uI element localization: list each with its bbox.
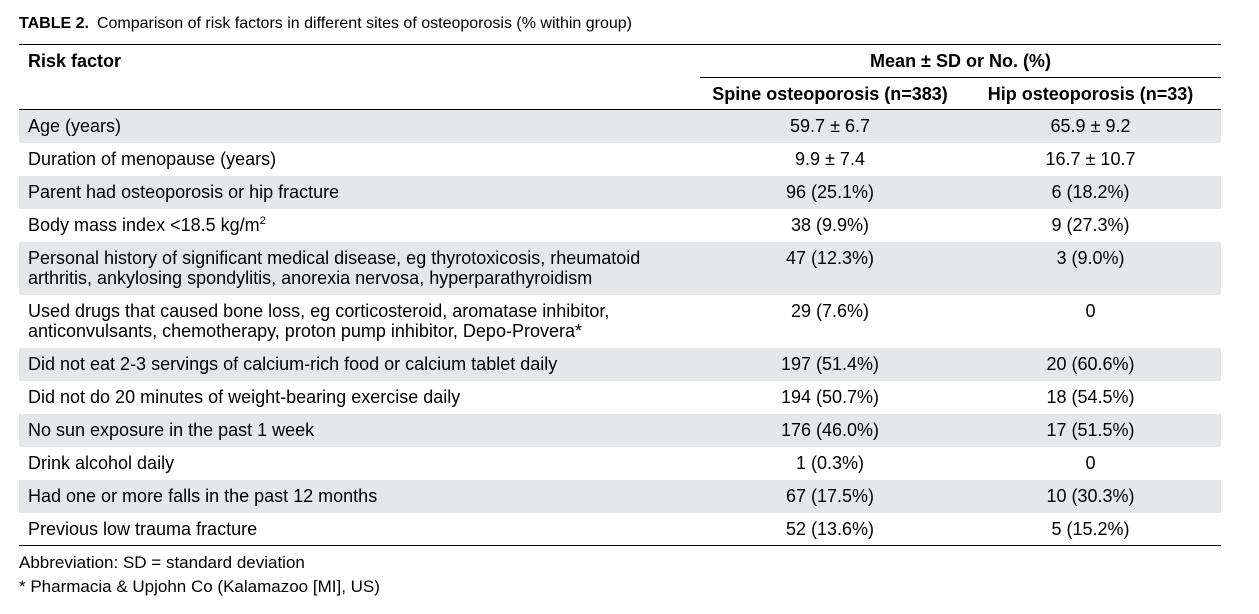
header-risk-factor: Risk factor bbox=[28, 51, 122, 71]
hip-value-cell: 20 (60.6%) bbox=[960, 348, 1221, 381]
risk-factor-cell: Body mass index <18.5 kg/m2 bbox=[19, 209, 700, 242]
spine-value-cell: 194 (50.7%) bbox=[780, 387, 880, 407]
table-row: Duration of menopause (years) 9.9 ± 7.4 … bbox=[19, 143, 1221, 176]
hip-value-cell: 65.9 ± 9.2 bbox=[960, 110, 1221, 143]
table-row: Had one or more falls in the past 12 mon… bbox=[19, 480, 1221, 513]
spine-value-cell: 52 (13.6%) bbox=[785, 519, 875, 539]
table-row: Body mass index <18.5 kg/m2 38 (9.9%) 9 … bbox=[19, 209, 1221, 242]
spine-value-cell: 67 (17.5%) bbox=[700, 480, 960, 513]
superscript-exponent: 2 bbox=[259, 215, 266, 227]
table-row: Did not eat 2-3 servings of calcium-rich… bbox=[19, 348, 1221, 381]
table-caption: TABLE 2. Comparison of risk factors in di… bbox=[19, 15, 632, 33]
table-row: Did not do 20 minutes of weight-bearing … bbox=[19, 381, 1221, 414]
risk-factor-cell: Personal history of significant medical … bbox=[19, 242, 700, 295]
table-label: TABLE 2. bbox=[19, 15, 89, 32]
risk-factor-cell: Drink alcohol daily bbox=[28, 453, 175, 473]
spanning-rule bbox=[700, 77, 1221, 78]
risk-factor-cell: Previous low trauma fracture bbox=[28, 519, 258, 539]
risk-factor-cell: Parent had osteoporosis or hip fracture bbox=[19, 176, 700, 209]
spine-value-cell: 197 (51.4%) bbox=[700, 348, 960, 381]
risk-factor-cell: Did not eat 2-3 servings of calcium-rich… bbox=[19, 348, 700, 381]
abbreviation-footnote: Abbreviation: SD = standard deviation bbox=[19, 553, 305, 572]
risk-factor-cell: No sun exposure in the past 1 week bbox=[19, 414, 700, 447]
hip-value-cell: 6 (18.2%) bbox=[960, 176, 1221, 209]
spine-value-cell: 96 (25.1%) bbox=[700, 176, 960, 209]
table-row: Used drugs that caused bone loss, eg cor… bbox=[19, 295, 1221, 348]
hip-value-cell: 17 (51.5%) bbox=[960, 414, 1221, 447]
spine-value-cell: 9.9 ± 7.4 bbox=[795, 149, 865, 169]
hip-value-cell: 0 bbox=[1085, 453, 1096, 473]
bottom-rule bbox=[19, 545, 1221, 546]
table-row: Parent had osteoporosis or hip fracture … bbox=[19, 176, 1221, 209]
table-row: Age (years) 59.7 ± 6.7 65.9 ± 9.2 bbox=[19, 110, 1221, 143]
risk-factor-cell: Duration of menopause (years) bbox=[28, 149, 277, 169]
hip-value-cell: 16.7 ± 10.7 bbox=[1045, 149, 1136, 169]
risk-factor-line-2: anticonvulsants, chemotherapy, proton pu… bbox=[28, 321, 582, 341]
asterisk-footnote: * Pharmacia & Upjohn Co (Kalamazoo [MI],… bbox=[19, 577, 380, 596]
risk-factor-cell: Had one or more falls in the past 12 mon… bbox=[19, 480, 700, 513]
table-row: Previous low trauma fracture 52 (13.6%) … bbox=[19, 513, 1221, 546]
risk-factor-line-1: Used drugs that caused bone loss, eg cor… bbox=[28, 301, 610, 321]
table-row: Drink alcohol daily 1 (0.3%) 0 bbox=[19, 447, 1221, 480]
risk-factor-cell: Age (years) bbox=[19, 110, 700, 143]
hip-value-cell: 18 (54.5%) bbox=[1046, 387, 1135, 407]
hip-value-cell: 0 bbox=[1085, 301, 1096, 321]
spine-value-cell: 47 (12.3%) bbox=[700, 242, 960, 295]
header-hip: Hip osteoporosis (n=33) bbox=[987, 84, 1194, 104]
table-row: Personal history of significant medical … bbox=[19, 242, 1221, 295]
hip-value-cell: 9 (27.3%) bbox=[1051, 215, 1130, 235]
top-rule bbox=[19, 44, 1221, 45]
risk-factor-text: Body mass index <18.5 kg/m bbox=[28, 215, 260, 235]
risk-factor-cell: Used drugs that caused bone loss, eg cor… bbox=[19, 295, 700, 348]
risk-factor-line-2: arthritis, ankylosing spondylitis, anore… bbox=[28, 268, 593, 288]
risk-factor-line-1: Personal history of significant medical … bbox=[28, 248, 641, 268]
table-title: Comparison of risk factors in different … bbox=[96, 15, 632, 32]
header-spine: Spine osteoporosis (n=383) bbox=[712, 84, 948, 104]
header-spanning: Mean ± SD or No. (%) bbox=[870, 51, 1051, 71]
spine-value-cell: 176 (46.0%) bbox=[700, 414, 960, 447]
hip-value-cell: 3 (9.0%) bbox=[960, 242, 1221, 295]
risk-factor-cell: Did not do 20 minutes of weight-bearing … bbox=[28, 387, 461, 407]
header-rule bbox=[19, 109, 1221, 110]
spine-value-cell: 1 (0.3%) bbox=[795, 453, 865, 473]
table-row: No sun exposure in the past 1 week 176 (… bbox=[19, 414, 1221, 447]
spine-value-cell: 59.7 ± 6.7 bbox=[700, 110, 960, 143]
hip-value-cell: 10 (30.3%) bbox=[960, 480, 1221, 513]
spine-value-cell: 38 (9.9%) bbox=[790, 215, 870, 235]
spine-value-cell: 29 (7.6%) bbox=[790, 301, 870, 321]
risk-factor-table: Age (years) 59.7 ± 6.7 65.9 ± 9.2 Durati… bbox=[19, 110, 1221, 546]
hip-value-cell: 5 (15.2%) bbox=[1051, 519, 1130, 539]
